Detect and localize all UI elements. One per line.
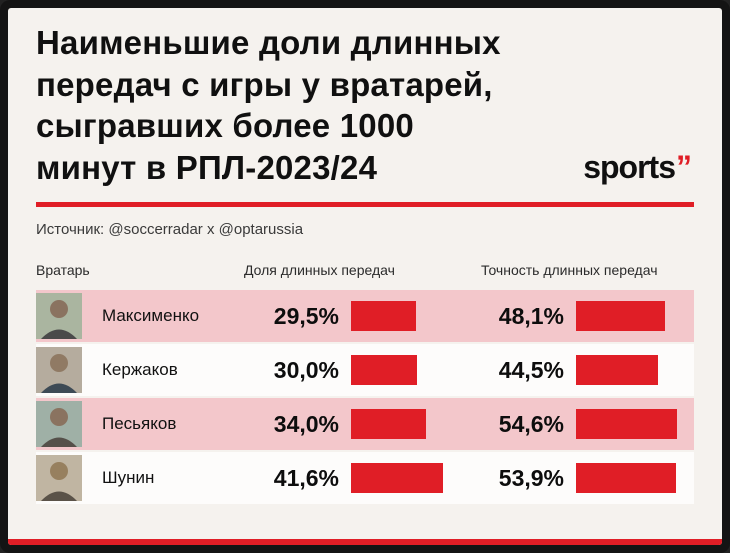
- share-bar: [351, 409, 426, 440]
- sports-logo-text: sports: [583, 149, 676, 186]
- goalkeeper-avatar: [36, 347, 82, 394]
- share-value: 30,0%: [273, 356, 339, 383]
- table-header: Вратарь Доля длинных передач Точность дл…: [36, 262, 694, 278]
- accuracy-value: 54,6%: [498, 410, 564, 437]
- column-header-player: Вратарь: [36, 262, 90, 279]
- accuracy-bar: [576, 301, 665, 332]
- accuracy-value: 53,9%: [498, 464, 564, 491]
- title-line: сыгравших более 1000: [36, 107, 414, 145]
- table-row: Песьяков 34,0% 54,6%: [36, 398, 694, 451]
- title-line: минут в РПЛ-2023/24: [36, 148, 378, 186]
- title-line: Наименьшие доли длинных: [36, 24, 501, 61]
- sports-logo-quote-icon: ”: [676, 149, 692, 186]
- goalkeeper-avatar: [36, 293, 82, 340]
- accuracy-value: 44,5%: [498, 356, 564, 383]
- accuracy-bar: [576, 355, 658, 386]
- share-value: 34,0%: [273, 410, 339, 437]
- share-bar: [351, 463, 443, 494]
- share-bar: [351, 301, 416, 332]
- sports-ru-logo: sports”: [583, 149, 692, 186]
- share-value: 41,6%: [273, 464, 339, 491]
- goalkeeper-name: Шунин: [102, 468, 155, 488]
- source-credit: Источник: @soccerradar x @optarussia: [36, 221, 304, 239]
- column-header-accuracy: Точность длинных передач: [481, 262, 658, 279]
- goalkeeper-name: Кержаков: [102, 360, 178, 380]
- goalkeeper-avatar: [36, 401, 82, 448]
- bottom-red-strip: [8, 539, 722, 545]
- goalkeeper-name: Максименко: [102, 306, 200, 326]
- table-row: Шунин 41,6% 53,9%: [36, 452, 694, 505]
- accuracy-value: 48,1%: [498, 302, 564, 329]
- accuracy-bar: [576, 409, 677, 440]
- title-line: передач с игры у вратарей,: [36, 65, 493, 103]
- share-value: 29,5%: [273, 302, 339, 329]
- red-divider: [36, 202, 694, 208]
- goalkeeper-avatar: [36, 455, 82, 502]
- header: Наименьшие доли длинных передач с игры у…: [8, 8, 722, 188]
- page-title: Наименьшие доли длинных передач с игры у…: [36, 22, 694, 188]
- accuracy-bar: [576, 463, 676, 494]
- column-header-share: Доля длинных передач: [244, 262, 395, 279]
- goalkeeper-name: Песьяков: [102, 414, 177, 434]
- share-bar: [351, 355, 417, 386]
- goalkeepers-table: Вратарь Доля длинных передач Точность дл…: [36, 262, 694, 505]
- table-row: Максименко 29,5% 48,1%: [36, 290, 694, 343]
- table-row: Кержаков 30,0% 44,5%: [36, 344, 694, 397]
- infographic: Наименьшие доли длинных передач с игры у…: [8, 8, 722, 545]
